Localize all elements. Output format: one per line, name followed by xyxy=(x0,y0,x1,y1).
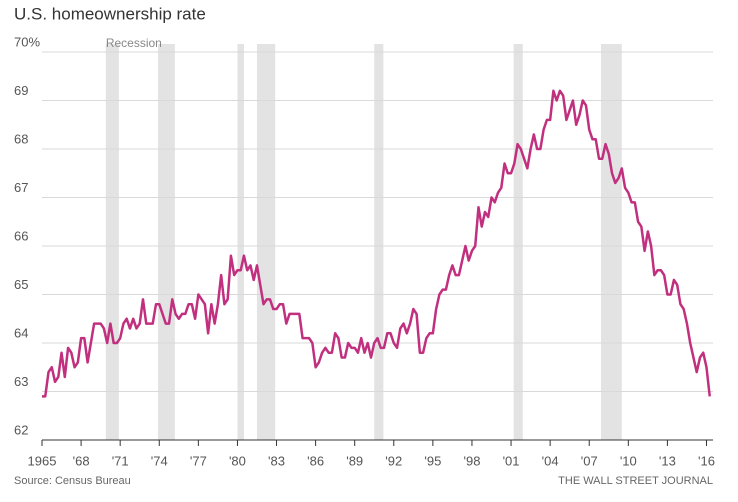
x-tick-label: '68 xyxy=(73,453,90,468)
x-tick-label: '04 xyxy=(542,453,559,468)
x-tick-label: '77 xyxy=(190,453,207,468)
y-tick-label: 67 xyxy=(14,180,28,195)
x-tick-label: '80 xyxy=(229,453,246,468)
x-tick-label: '10 xyxy=(620,453,637,468)
y-tick-label: 65 xyxy=(14,277,28,292)
recession-band xyxy=(513,44,523,440)
source: Source: Census Bureau xyxy=(14,475,131,487)
recession-band xyxy=(157,44,175,440)
y-tick-label: 66 xyxy=(14,228,28,243)
y-tick-label: 70% xyxy=(14,34,40,49)
x-tick-label: '74 xyxy=(151,453,168,468)
y-tick-label: 63 xyxy=(14,374,28,389)
recession-band xyxy=(374,44,384,440)
x-tick-label: 1965 xyxy=(28,453,57,468)
recession-band xyxy=(105,44,119,440)
x-tick-label: '92 xyxy=(385,453,402,468)
recession-label: Recession xyxy=(106,36,162,50)
y-tick-label: 68 xyxy=(14,131,28,146)
y-tick-label: 69 xyxy=(14,83,28,98)
y-tick-label: 64 xyxy=(14,325,28,340)
x-tick-label: '16 xyxy=(698,453,715,468)
x-tick-label: '13 xyxy=(659,453,676,468)
x-tick-label: '86 xyxy=(307,453,324,468)
recession-band xyxy=(237,44,244,440)
x-tick-label: '83 xyxy=(268,453,285,468)
credit: THE WALL STREET JOURNAL xyxy=(558,475,713,487)
data-line xyxy=(42,89,711,398)
recession-band xyxy=(600,44,622,440)
x-tick-label: '89 xyxy=(346,453,363,468)
recession-band xyxy=(256,44,276,440)
x-tick-label: '01 xyxy=(503,453,520,468)
y-tick-label: 62 xyxy=(14,422,28,437)
chart-title: U.S. homeownership rate xyxy=(14,4,206,23)
x-tick-label: '71 xyxy=(112,453,129,468)
x-tick-label: '07 xyxy=(581,453,598,468)
x-tick-label: '95 xyxy=(424,453,441,468)
x-tick-label: '98 xyxy=(463,453,480,468)
